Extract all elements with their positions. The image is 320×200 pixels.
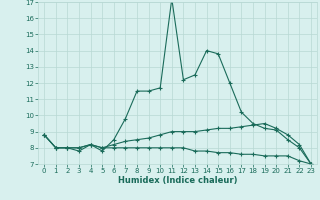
X-axis label: Humidex (Indice chaleur): Humidex (Indice chaleur) <box>118 176 237 185</box>
